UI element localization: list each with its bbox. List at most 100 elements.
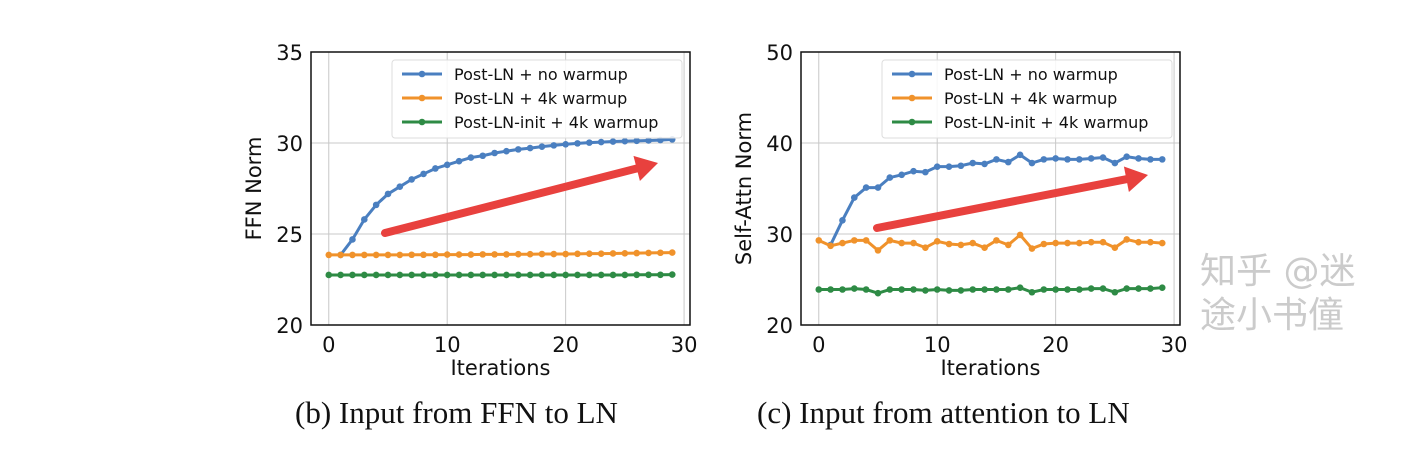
data-point [862,237,870,244]
data-point [850,194,858,201]
legend-marker [418,94,426,102]
data-point [668,249,676,256]
data-point [633,137,641,145]
data-point [455,251,463,258]
data-point [550,142,558,149]
data-point [586,250,593,257]
data-point [1028,245,1036,252]
data-point [981,244,988,251]
data-point [467,251,475,258]
plot-frame [310,51,691,326]
data-point [372,271,380,279]
legend-label: Post-LN-init + 4k warmup [454,113,658,132]
data-point [538,143,546,150]
data-point [503,251,510,258]
y-tick-label: 20 [276,314,303,338]
data-point [1040,156,1048,163]
data-point [443,251,451,258]
data-point [1158,156,1166,163]
data-point [645,271,652,279]
data-point [503,271,510,279]
data-point [349,236,356,243]
legend-marker [908,118,916,126]
data-point [408,176,415,183]
legend-label: Post-LN + no warmup [454,65,628,84]
chart-1: 0 10 20 30 20 30 40 50 Iterations Self-Attn Norm P… [732,41,1187,380]
data-point [514,146,522,153]
data-point [1076,286,1083,293]
data-point [1004,158,1012,166]
data-point [349,251,356,259]
x-tick-label: 10 [434,333,461,357]
data-point [491,149,498,157]
data-point [621,271,629,279]
data-point [922,244,929,251]
data-point [969,286,977,293]
data-point [514,250,522,258]
data-point [526,250,534,258]
data-point [586,271,593,279]
data-point [479,271,487,279]
data-point [443,271,451,279]
trend-arrow-shaft [873,175,1131,232]
data-point [550,250,558,258]
data-point [538,271,546,279]
data-point [384,190,392,198]
data-point [455,157,463,165]
data-point [657,271,664,279]
data-point [898,286,905,293]
data-point [945,287,953,294]
data-point [597,271,605,279]
data-point [325,251,333,259]
data-point [933,163,941,170]
data-point [360,271,368,279]
data-point [562,140,569,148]
data-point [1111,159,1119,167]
data-point [491,271,498,279]
data-point [969,239,977,247]
data-point [898,239,905,247]
data-point [325,271,333,279]
data-point [945,240,953,248]
series-line-2 [818,286,1163,295]
data-point [526,271,534,279]
data-point [645,249,652,257]
data-point [969,159,977,167]
data-point [479,152,487,160]
x-axis-label: Iterations [940,356,1040,380]
y-tick-label: 25 [276,223,303,247]
data-point [645,137,652,144]
data-point [898,171,905,179]
data-point [1147,156,1154,163]
data-point [574,271,581,279]
data-point [945,163,953,170]
data-point [886,286,894,293]
data-point [874,184,882,191]
legend-marker [418,70,426,78]
series-line-1 [818,232,1163,253]
data-point [850,237,858,244]
data-point [1016,284,1024,291]
data-point [621,137,629,145]
data-point [657,249,664,257]
data-point [922,287,929,294]
x-tick-label: 0 [322,333,335,357]
data-point [1158,239,1166,247]
data-point [633,249,641,257]
legend [391,59,683,139]
data-point [1111,244,1119,251]
data-point [1052,239,1059,247]
x-tick-label: 10 [924,333,951,357]
data-point [491,251,498,258]
data-point [1087,238,1095,246]
data-point [396,183,404,190]
data-point [1123,285,1131,292]
data-point [384,251,392,259]
legend-label: Post-LN-init + 4k warmup [944,113,1148,132]
y-axis-label: FFN Norm [242,137,266,241]
data-point [981,286,988,293]
data-point [993,237,1000,244]
data-point [360,216,368,223]
data-point [562,271,569,279]
